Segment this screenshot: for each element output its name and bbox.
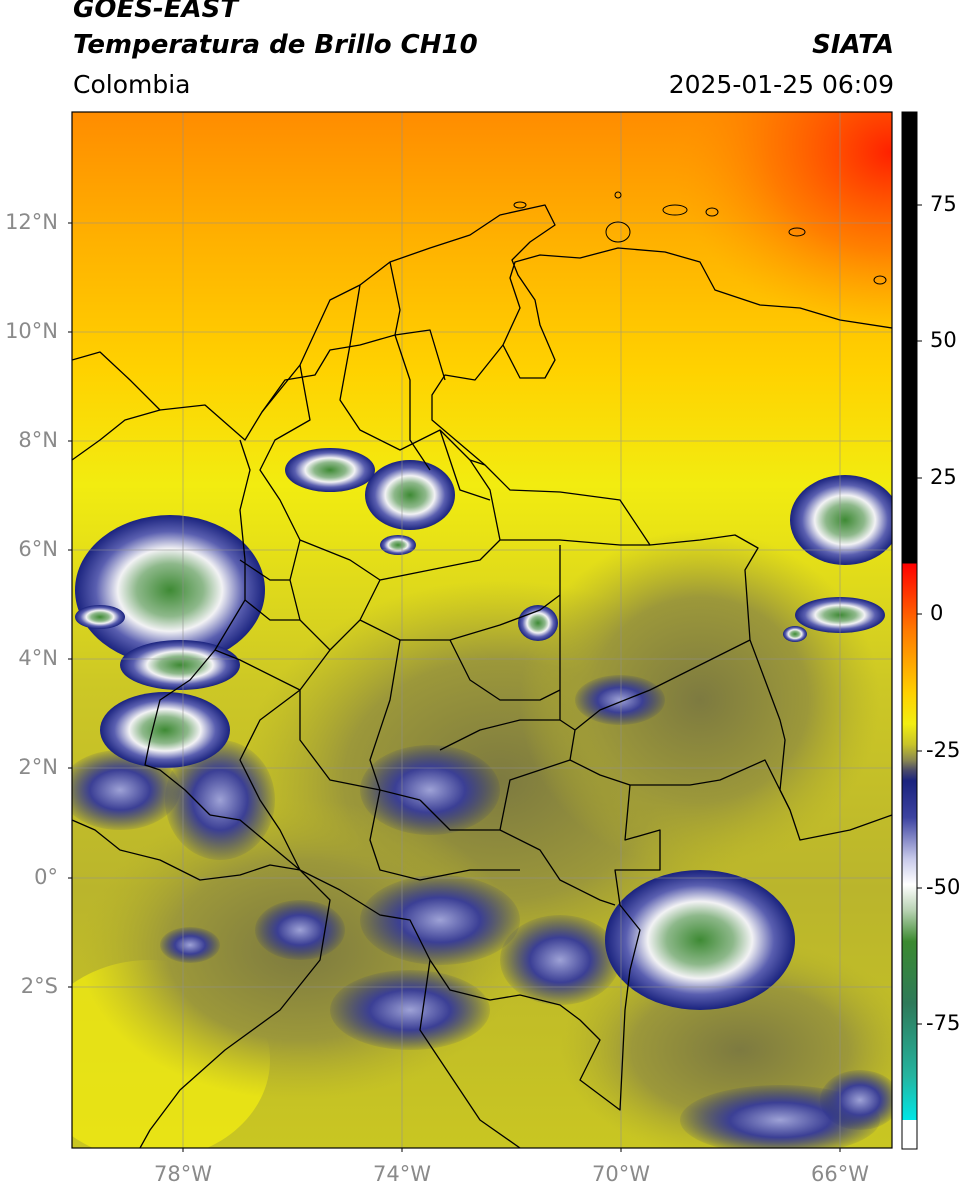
lat-label: 6°N (18, 537, 58, 561)
lon-label: 78°W (154, 1162, 212, 1186)
convective-cell (120, 640, 240, 690)
lat-label: 2°N (18, 755, 58, 779)
convective-cell (285, 448, 375, 492)
colorbar-label: -25 (926, 738, 961, 762)
convective-cell (380, 535, 416, 555)
lat-label: 4°N (18, 646, 58, 670)
colorbar-label: 25 (930, 465, 957, 489)
convective-cell (100, 692, 230, 768)
colorbar-label: -50 (926, 875, 961, 899)
warm-area-northeast (400, 112, 892, 512)
colorbar-label: -75 (926, 1011, 961, 1035)
colorbar (901, 111, 918, 1150)
lat-label: 2°S (20, 974, 58, 998)
cloud-blue (360, 745, 500, 835)
cloud-blue (500, 915, 620, 1005)
convective-cell (790, 475, 892, 565)
cloud-blue (255, 900, 345, 960)
lat-label: 12°N (5, 210, 58, 234)
convective-cell (605, 870, 795, 1010)
colorbar-ticks (917, 204, 922, 1025)
lat-label: 8°N (18, 428, 58, 452)
colorbar-label: 50 (930, 328, 957, 352)
cloud-olive (520, 530, 880, 870)
datetime-label: 2025-01-25 06:09 (668, 70, 894, 99)
cloud-blue (165, 740, 275, 860)
convective-cell (75, 515, 265, 665)
colorbar-label: 0 (930, 601, 944, 625)
lat-label: 0° (34, 865, 58, 889)
country-borders (72, 204, 892, 1148)
lon-label: 66°W (811, 1162, 869, 1186)
axis-ticks (68, 222, 841, 1152)
colorbar-label: 75 (930, 192, 957, 216)
satellite-title: GOES-EAST (73, 0, 239, 24)
cloud-blue (330, 970, 490, 1050)
lon-label: 70°W (592, 1162, 650, 1186)
lat-label: 10°N (5, 319, 58, 343)
convective-cell (365, 460, 455, 530)
islands (513, 191, 887, 285)
cloud-blue (160, 927, 220, 963)
lon-label: 74°W (373, 1162, 431, 1186)
source-label: SIATA (812, 30, 894, 60)
convective-cell (75, 605, 125, 629)
graticule (72, 112, 892, 1148)
cloud-blue (820, 1070, 892, 1130)
region-label: Colombia (73, 70, 191, 99)
cloud-blue (72, 750, 180, 830)
cloud-blue (575, 675, 665, 725)
map-frame (71, 111, 893, 1149)
cloud-blue (360, 875, 520, 965)
convective-cell (783, 626, 807, 642)
product-title: Temperatura de Brillo CH10 (73, 30, 478, 60)
